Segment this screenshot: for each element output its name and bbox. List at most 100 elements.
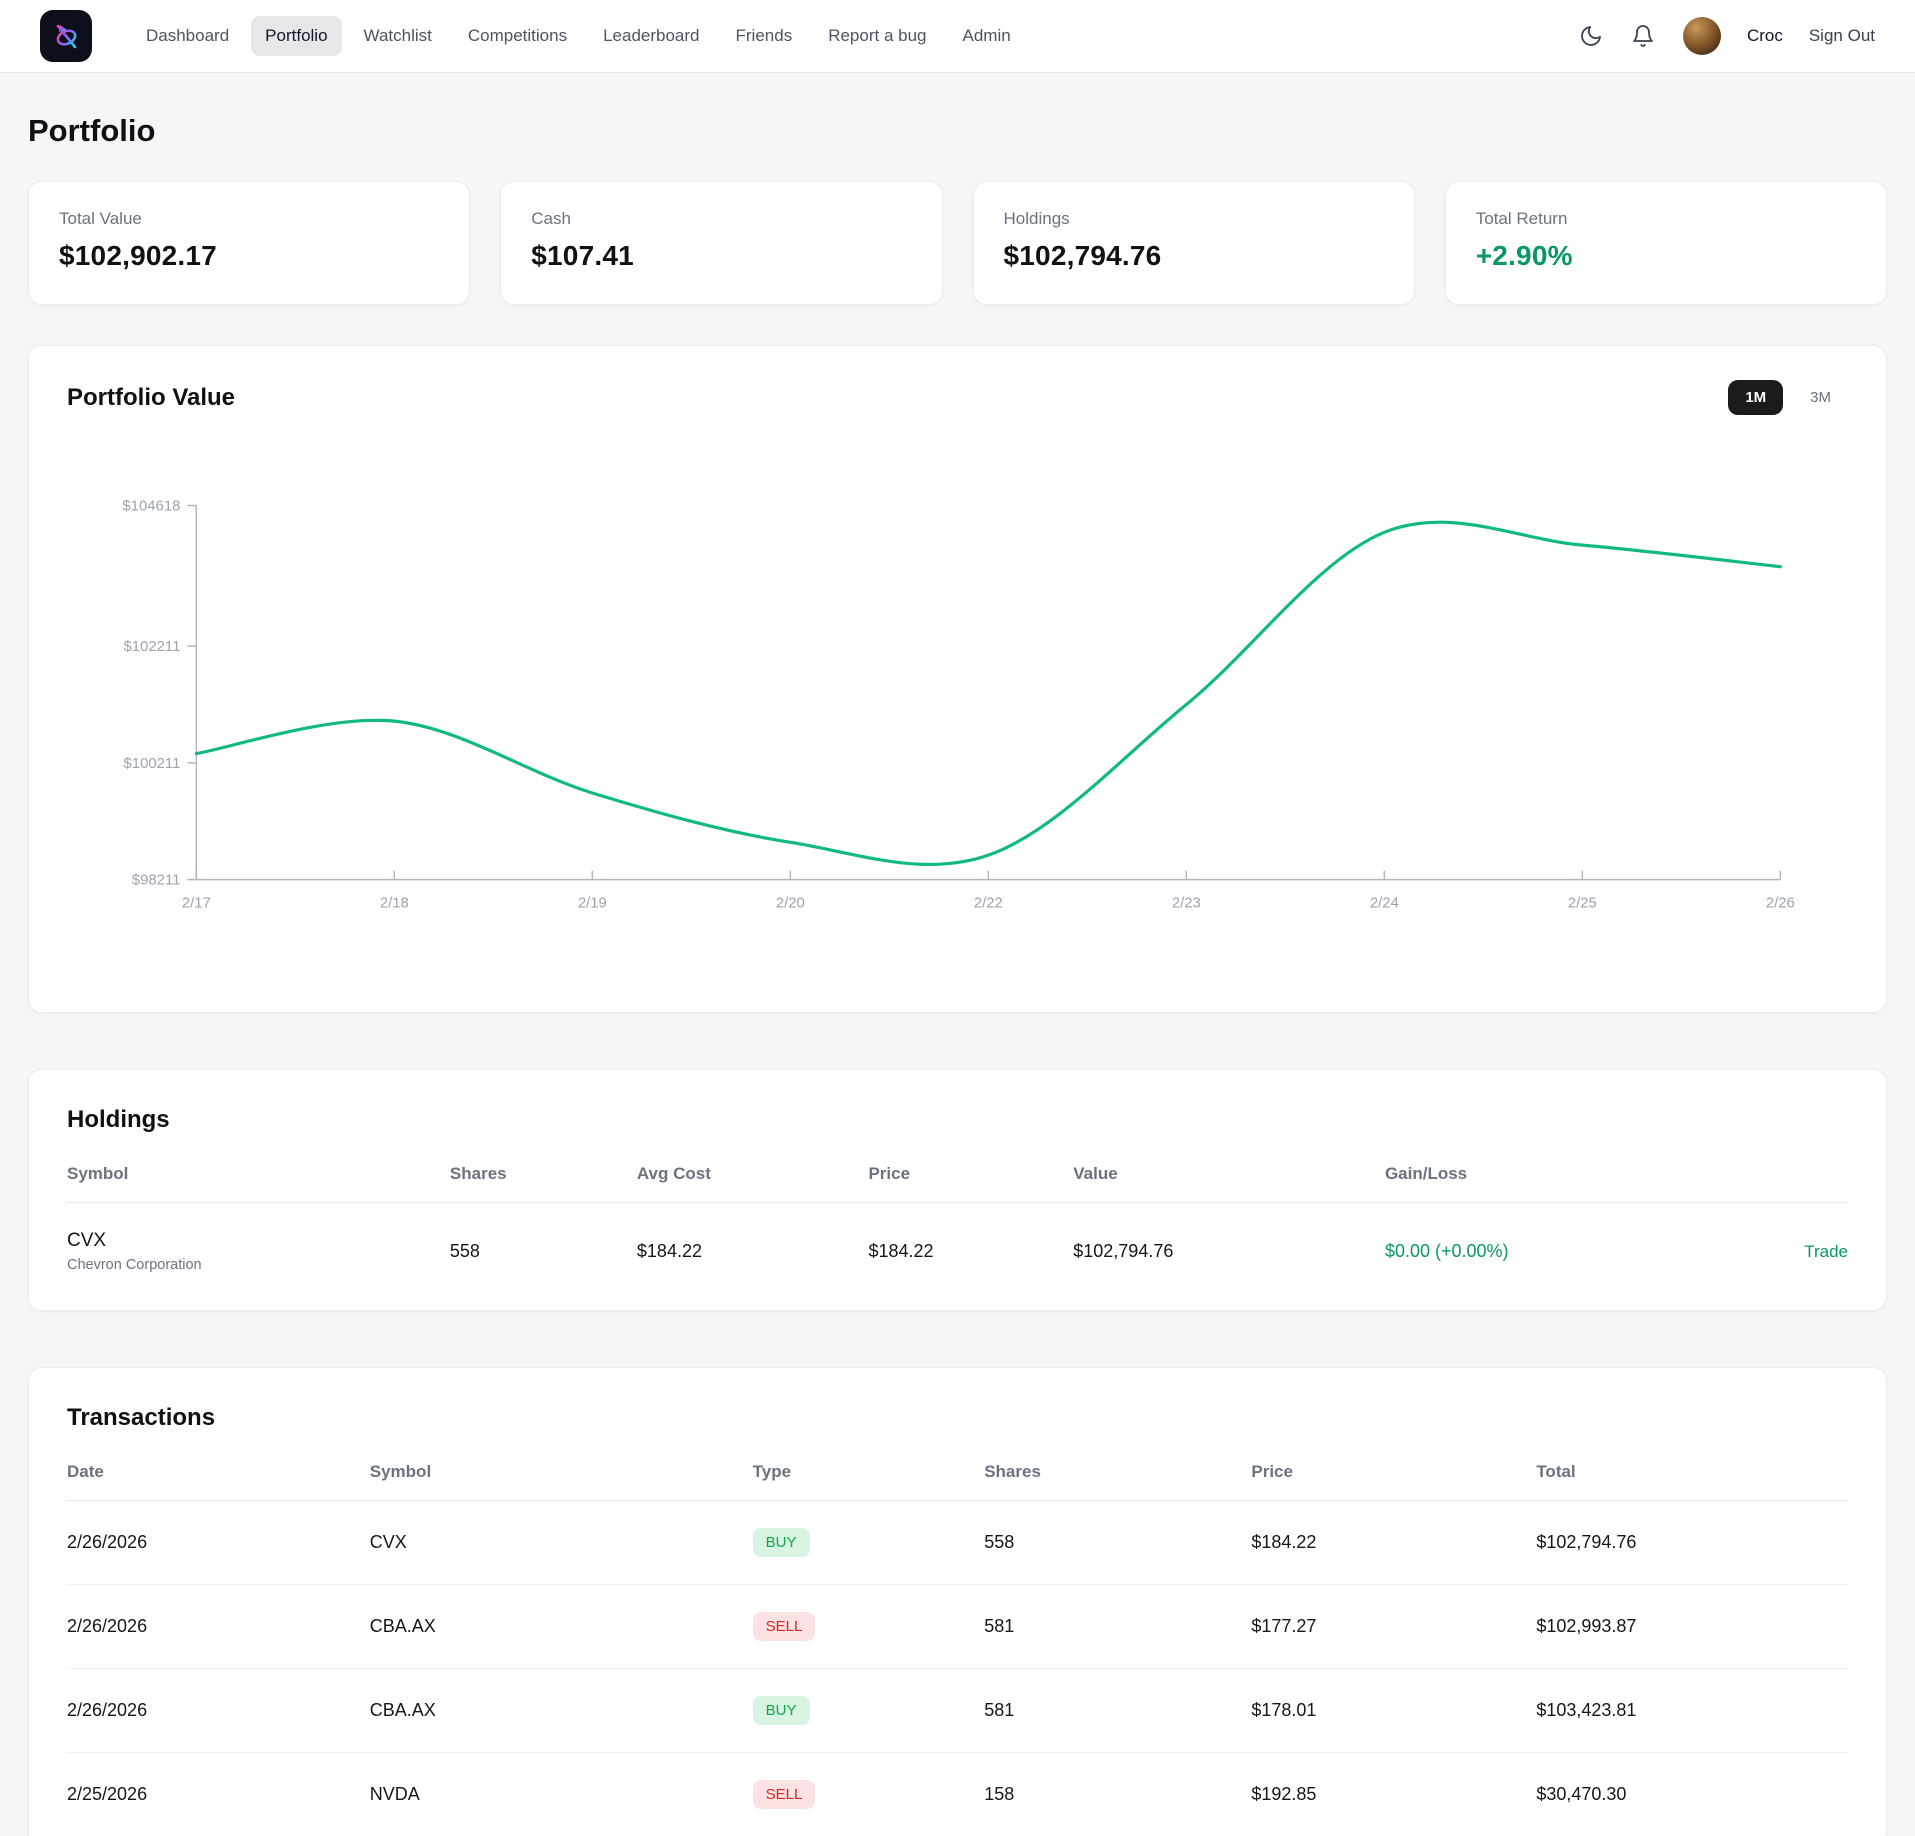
stat-label: Cash [531, 209, 571, 228]
column-header: Avg Cost [636, 1164, 711, 1183]
column-header: Symbol [369, 1462, 432, 1481]
stat-value: $107.41 [531, 240, 634, 271]
stats-grid: Total Value $102,902.17 Cash $107.41 Hol… [28, 181, 1887, 305]
stat-label: Holdings [1003, 209, 1070, 228]
main-content: Portfolio Total Value $102,902.17 Cash $… [0, 113, 1915, 1836]
company-name: Chevron Corporation [67, 1257, 202, 1273]
column-header: Shares [984, 1462, 1041, 1481]
svg-text:2/20: 2/20 [776, 894, 805, 911]
nav-item-admin[interactable]: Admin [962, 26, 1011, 45]
shares-cell: 558 [449, 1241, 480, 1261]
svg-text:$102211: $102211 [123, 638, 180, 655]
price-cell: $184.22 [1251, 1532, 1317, 1552]
sign-out-button[interactable]: Sign Out [1808, 26, 1875, 45]
type-cell: BUY [752, 1696, 985, 1725]
shares-cell: 581 [984, 1616, 1015, 1636]
date-cell: 2/26/2026 [67, 1700, 148, 1720]
nav-item-competitions[interactable]: Competitions [467, 26, 568, 45]
holdings-title: Holdings [67, 1106, 170, 1133]
gain-loss-cell: $0.00 (+0.00%) [1384, 1241, 1509, 1261]
stat-value: $102,902.17 [59, 240, 217, 271]
symbol-cell: CBA.AX [369, 1616, 436, 1636]
transaction-type-badge: BUY [752, 1696, 810, 1725]
svg-text:$104618: $104618 [122, 498, 180, 515]
transaction-row: 2/26/2026 CVX BUY 558 $184.22 $102,794.7… [67, 1501, 1848, 1585]
total-cell: $103,423.81 [1536, 1700, 1637, 1720]
app-logo[interactable] [40, 10, 92, 62]
stat-card-holdings: Holdings $102,794.76 [972, 181, 1415, 305]
transaction-type-badge: BUY [752, 1528, 810, 1557]
total-cell: $102,993.87 [1536, 1616, 1637, 1636]
column-header: Symbol [67, 1164, 129, 1183]
svg-text:2/17: 2/17 [182, 894, 211, 911]
stat-value: $102,794.76 [1003, 240, 1162, 271]
shares-cell: 558 [984, 1532, 1015, 1552]
svg-text:2/26: 2/26 [1766, 894, 1795, 911]
total-cell: $102,794.76 [1536, 1532, 1637, 1552]
svg-text:2/19: 2/19 [578, 894, 607, 911]
stat-card-cash: Cash $107.41 [500, 181, 943, 305]
transaction-row: 2/25/2026 NVDA SELL 158 $192.85 $30,470.… [67, 1753, 1848, 1836]
nav-item-portfolio[interactable]: Portfolio [251, 16, 342, 56]
svg-text:2/25: 2/25 [1568, 894, 1597, 911]
holdings-card: Holdings Symbol Shares Avg Cost Price Va… [28, 1069, 1887, 1311]
svg-text:2/24: 2/24 [1370, 894, 1399, 911]
column-header: Date [67, 1462, 104, 1481]
transaction-row: 2/26/2026 CBA.AX BUY 581 $178.01 $103,42… [67, 1669, 1848, 1753]
notifications-button[interactable] [1631, 23, 1657, 49]
transactions-title: Transactions [67, 1404, 216, 1431]
shares-cell: 158 [984, 1784, 1015, 1804]
nav-item-report-a-bug[interactable]: Report a bug [828, 26, 927, 45]
price-cell: $177.27 [1251, 1616, 1317, 1636]
holdings-row-cvx: CVX Chevron Corporation 558 $184.22 $184… [67, 1203, 1848, 1300]
holdings-header-row: Symbol Shares Avg Cost Price Value Gain/… [67, 1164, 1848, 1203]
date-cell: 2/26/2026 [67, 1616, 148, 1636]
symbol: CVX [67, 1230, 107, 1251]
column-header: Shares [449, 1164, 507, 1183]
range-button-1m[interactable]: 1M [1728, 380, 1784, 415]
shares-cell: 581 [984, 1700, 1015, 1720]
transactions-card: Transactions Date Symbol Type Shares Pri… [28, 1367, 1887, 1836]
user-avatar[interactable] [1682, 17, 1721, 55]
column-header: Value [1073, 1164, 1118, 1183]
svg-text:2/23: 2/23 [1172, 894, 1201, 911]
navbar: Dashboard Portfolio Watchlist Competitio… [0, 0, 1915, 73]
moon-icon [1581, 26, 1601, 46]
symbol-cell: CBA.AX [369, 1700, 436, 1720]
user-name: Croc [1746, 26, 1783, 45]
bell-icon [1633, 25, 1653, 47]
price-cell: $192.85 [1251, 1784, 1317, 1804]
symbol-cell: CVX [369, 1532, 407, 1552]
dark-mode-toggle[interactable] [1579, 23, 1605, 49]
date-cell: 2/25/2026 [67, 1784, 148, 1804]
value-cell: $102,794.76 [1073, 1241, 1174, 1261]
nav-links: Dashboard Portfolio Watchlist Competitio… [132, 16, 1025, 56]
nav-item-watchlist[interactable]: Watchlist [363, 26, 432, 45]
transaction-type-badge: SELL [752, 1612, 816, 1641]
trade-link[interactable]: Trade [1804, 1241, 1848, 1261]
avg-cost-cell: $184.22 [636, 1241, 702, 1261]
stat-card-total-return: Total Return +2.90% [1444, 181, 1887, 305]
transaction-type-badge: SELL [752, 1780, 816, 1809]
range-button-3m[interactable]: 3M [1793, 380, 1848, 415]
chart-range-toggle: 1M 3M [1728, 380, 1848, 415]
date-cell: 2/26/2026 [67, 1532, 148, 1552]
stat-value: +2.90% [1475, 240, 1573, 271]
svg-text:$98211: $98211 [132, 872, 181, 889]
stat-label: Total Value [59, 209, 142, 228]
svg-text:2/22: 2/22 [974, 894, 1003, 911]
page-title: Portfolio [28, 113, 156, 148]
nav-item-dashboard[interactable]: Dashboard [146, 26, 230, 45]
column-header: Type [752, 1462, 792, 1481]
svg-text:2/18: 2/18 [380, 894, 409, 911]
stat-label: Total Return [1475, 209, 1568, 228]
nav-item-leaderboard[interactable]: Leaderboard [603, 26, 700, 45]
chart-title: Portfolio Value [67, 383, 236, 411]
transaction-row: 2/26/2026 CBA.AX SELL 581 $177.27 $102,9… [67, 1585, 1848, 1669]
nav-item-friends[interactable]: Friends [735, 26, 793, 45]
column-header: Gain/Loss [1384, 1164, 1468, 1183]
svg-text:$100211: $100211 [123, 755, 180, 772]
symbol-cell: CVX Chevron Corporation [67, 1230, 450, 1273]
total-cell: $30,470.30 [1536, 1784, 1627, 1804]
